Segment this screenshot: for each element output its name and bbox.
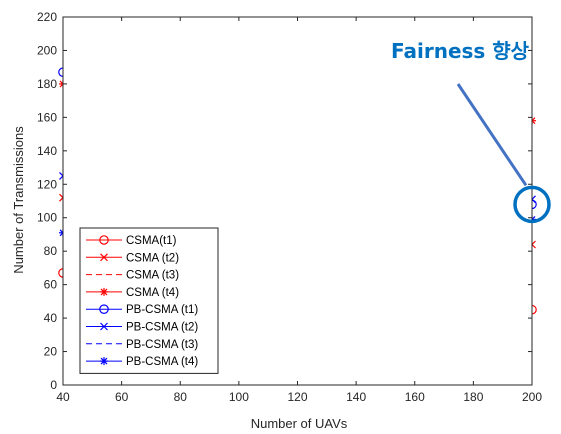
legend-label: PB-CSMA (t1) [126,304,198,316]
legend-item: CSMA (t4) [86,287,179,299]
annotation: Fairness 향상 [391,39,551,224]
x-tick-label: 180 [463,390,483,404]
legend-label: PB-CSMA (t2) [126,322,198,334]
y-tick-label: 100 [37,211,57,225]
y-tick-label: 140 [37,144,57,158]
y-tick-label: 120 [37,177,57,191]
x-tick-label: 140 [346,390,366,404]
legend-label: CSMA(t1) [126,235,177,247]
annotation-text: Fairness 향상 [391,39,530,63]
legend-label: CSMA (t3) [126,270,179,282]
y-axis-label: Number of Transmissions [11,126,26,274]
legend-label: CSMA (t4) [126,287,179,299]
annotation-pointer [456,83,528,187]
x-tick-label: 80 [174,390,188,404]
y-tick-label: 20 [44,345,58,359]
legend-marker [99,235,109,245]
legend-marker [100,322,108,331]
legend-label: PB-CSMA (t4) [126,356,198,368]
y-tick-label: 40 [44,311,58,325]
legend-item: CSMA(t1) [86,235,177,247]
legend-item: CSMA (t2) [86,252,179,264]
y-tick-label: 0 [50,378,57,392]
legend-item: PB-CSMA (t1) [86,304,198,316]
legend: CSMA(t1) CSMA (t2) CSMA (t3) CSMA (t4) PB-CS… [79,227,219,374]
legend-marker [99,304,109,314]
legend-item: PB-CSMA (t2) [86,322,198,334]
legend-marker [100,287,108,296]
legend-label: PB-CSMA (t3) [126,339,198,351]
legend-marker [100,357,108,366]
legend-item: PB-CSMA (t4) [86,356,198,368]
legend-item: CSMA (t3) [86,270,179,282]
x-tick-label: 40 [56,390,70,404]
x-tick-label: 160 [405,390,425,404]
legend-item: PB-CSMA (t3) [86,339,198,351]
y-tick-label: 60 [44,278,58,292]
legend-marker [100,253,108,262]
x-tick-label: 120 [287,390,307,404]
y-tick-label: 220 [37,10,57,24]
y-tick-label: 200 [37,43,57,57]
y-tick-label: 160 [37,110,57,124]
y-tick-label: 80 [44,244,58,258]
tick-labels: 40 60 80 100 120 140 160 180 200 0 20 40 60 80 100 120 1… [37,10,542,404]
legend-box [79,227,219,374]
annotation-circle [513,185,551,224]
x-axis-label: Number of UAVs [251,416,348,431]
x-tick-label: 200 [522,390,542,404]
x-tick-label: 100 [229,390,249,404]
legend-label: CSMA (t2) [126,252,179,264]
x-tick-label: 60 [115,390,129,404]
y-tick-label: 180 [37,77,57,91]
